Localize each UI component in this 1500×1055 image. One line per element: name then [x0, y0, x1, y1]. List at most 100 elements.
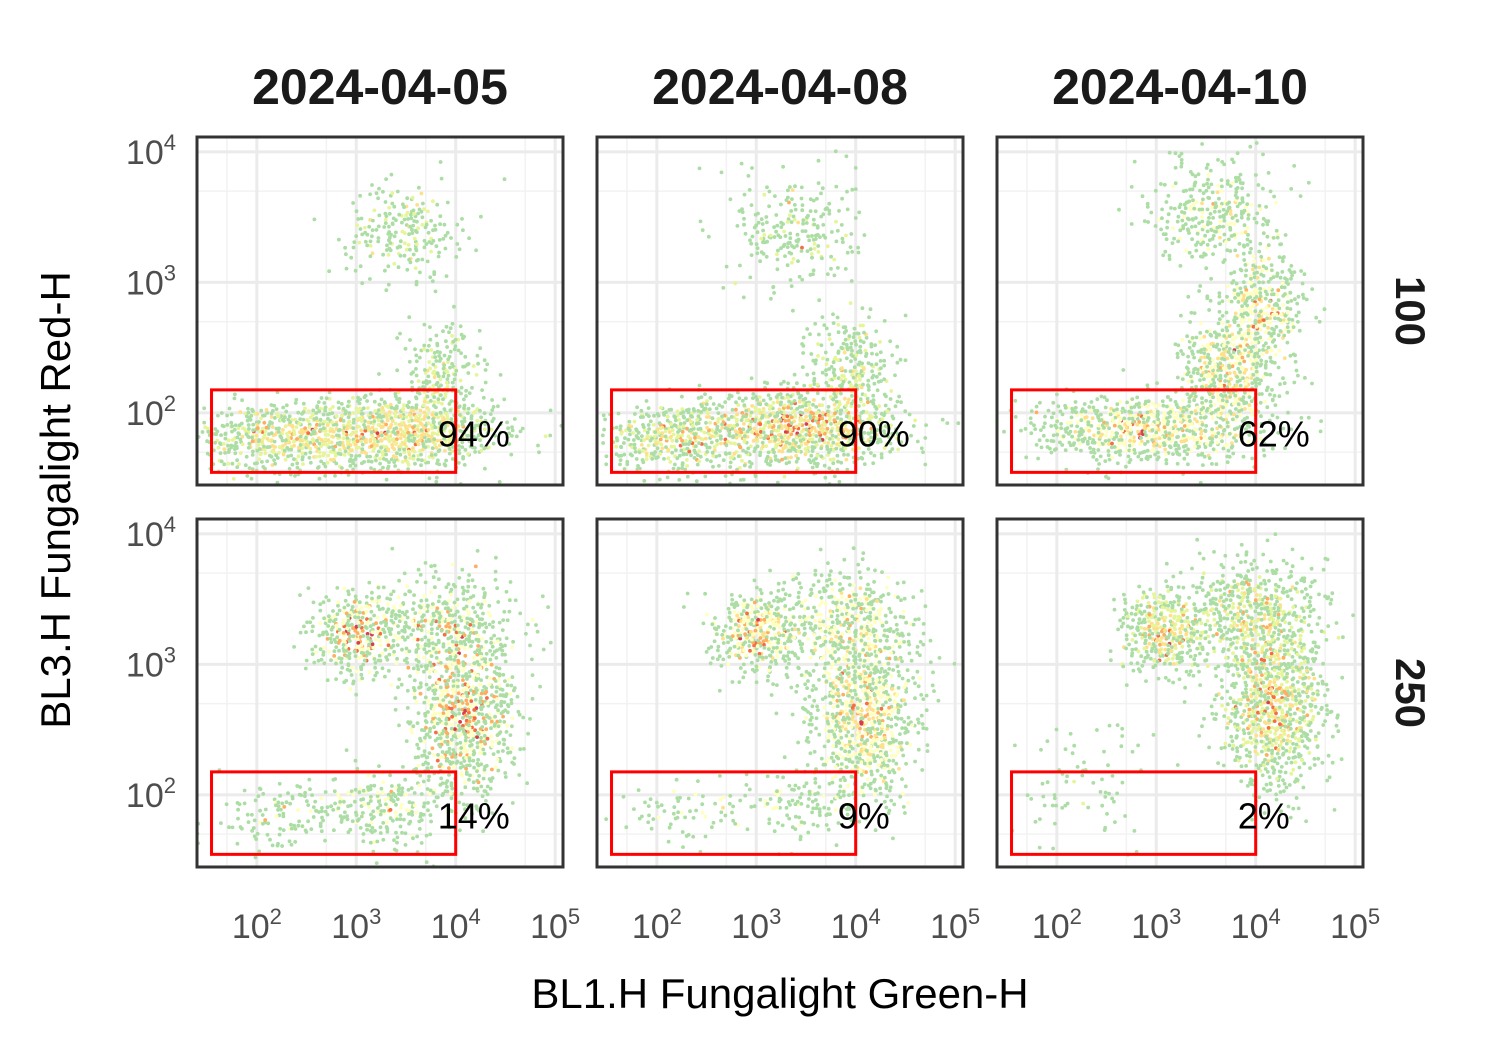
density-point — [404, 214, 408, 218]
density-point — [164, 423, 168, 427]
density-point — [721, 286, 725, 290]
density-point — [457, 389, 461, 393]
density-point — [723, 400, 727, 404]
density-point — [277, 414, 281, 418]
density-point — [832, 321, 836, 325]
density-point — [854, 343, 858, 347]
density-point — [461, 336, 465, 340]
density-point — [635, 468, 639, 472]
density-point — [701, 228, 705, 232]
density-point — [1179, 165, 1183, 169]
density-point — [351, 426, 355, 430]
density-point — [1190, 237, 1194, 241]
density-point — [811, 437, 815, 441]
density-point — [1174, 166, 1178, 170]
density-point — [441, 397, 445, 401]
density-point — [849, 232, 853, 236]
density-point — [1202, 191, 1206, 195]
density-point — [1245, 378, 1249, 382]
density-point — [1176, 220, 1180, 224]
density-point — [619, 424, 623, 428]
density-point — [821, 315, 825, 319]
density-point — [398, 245, 402, 249]
density-point — [306, 431, 310, 435]
density-point — [829, 267, 833, 271]
density-point — [1275, 229, 1279, 233]
density-point — [251, 439, 255, 443]
density-point — [737, 454, 741, 458]
density-point — [749, 420, 753, 424]
density-point — [1160, 216, 1164, 220]
density-point — [705, 402, 709, 406]
density-point — [1226, 182, 1230, 186]
density-point — [982, 433, 986, 437]
density-point — [413, 237, 417, 241]
density-point — [422, 381, 426, 385]
density-point — [415, 243, 419, 247]
density-point — [1104, 434, 1108, 438]
density-point — [1248, 403, 1252, 407]
density-point — [863, 393, 867, 397]
density-point — [1169, 206, 1173, 210]
density-point — [1240, 304, 1244, 308]
density-point — [793, 399, 797, 403]
density-point — [1147, 435, 1151, 439]
density-point — [235, 458, 239, 462]
density-point — [1281, 259, 1285, 263]
density-point — [206, 427, 210, 431]
density-point — [816, 462, 820, 466]
density-point — [748, 427, 752, 431]
density-point — [1060, 443, 1064, 447]
density-point — [882, 364, 886, 368]
density-point — [476, 362, 480, 366]
density-point — [699, 427, 703, 431]
density-point — [1247, 281, 1251, 285]
density-point — [1138, 442, 1142, 446]
density-point — [1268, 373, 1272, 377]
density-point — [1287, 330, 1291, 334]
density-point — [393, 464, 397, 468]
density-point — [807, 239, 811, 243]
density-point — [1146, 205, 1150, 209]
density-point — [1222, 344, 1226, 348]
density-point — [1244, 382, 1248, 386]
density-point — [845, 356, 849, 360]
density-point — [459, 351, 463, 355]
density-point — [408, 456, 412, 460]
density-point — [839, 392, 843, 396]
density-point — [816, 391, 820, 395]
density-point — [1201, 423, 1205, 427]
density-point — [1262, 231, 1266, 235]
density-point — [765, 185, 769, 189]
density-point — [452, 305, 456, 309]
density-point — [318, 423, 322, 427]
density-point — [1293, 270, 1297, 274]
density-point — [290, 424, 294, 428]
density-point — [445, 657, 449, 661]
density-point — [1254, 384, 1258, 388]
density-point — [508, 692, 512, 696]
density-point — [1259, 295, 1263, 299]
density-point — [601, 441, 605, 445]
density-point — [403, 241, 407, 245]
density-point — [1204, 399, 1208, 403]
density-point — [1194, 385, 1198, 389]
density-point — [1245, 299, 1249, 303]
density-point — [795, 244, 799, 248]
density-point — [800, 249, 804, 253]
density-point — [299, 435, 303, 439]
density-point — [800, 278, 804, 282]
density-point — [920, 446, 924, 450]
density-point — [779, 225, 783, 229]
density-point — [849, 245, 853, 249]
density-point — [1240, 212, 1244, 216]
density-point — [1029, 431, 1033, 435]
density-point — [378, 457, 382, 461]
density-point — [691, 424, 695, 428]
density-point — [715, 407, 719, 411]
density-point — [350, 432, 354, 436]
density-point — [705, 450, 709, 454]
density-point — [785, 441, 789, 445]
density-point — [694, 432, 698, 436]
density-point — [1244, 263, 1248, 267]
